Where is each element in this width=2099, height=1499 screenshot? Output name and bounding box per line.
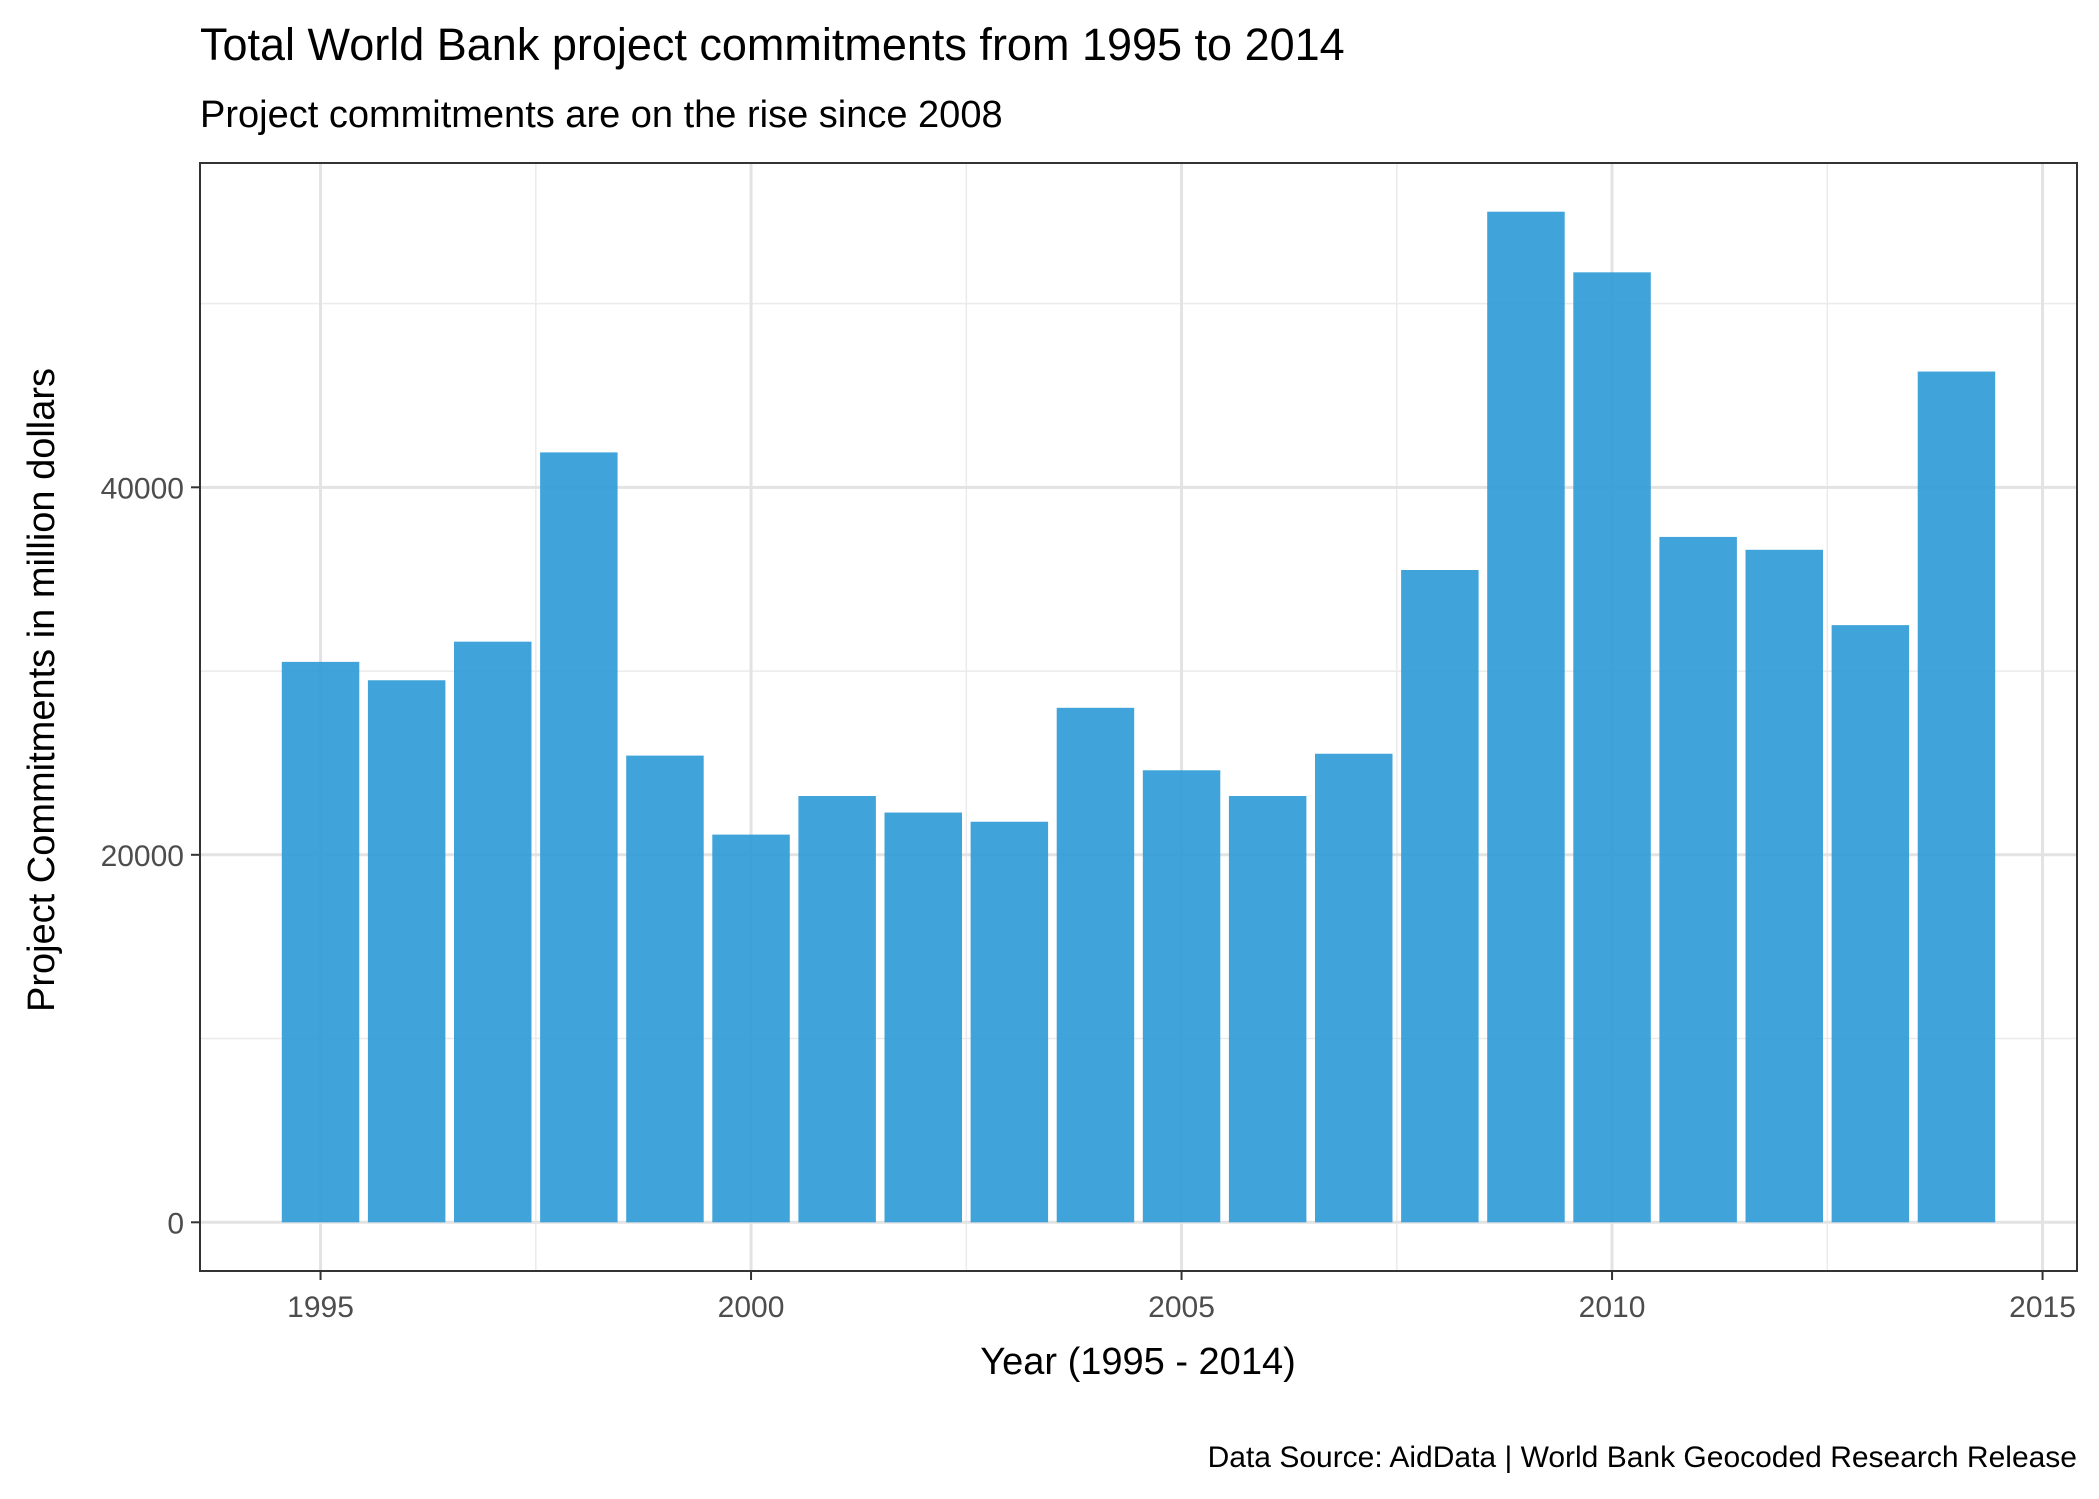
y-tick-label: 40000 [101,472,184,505]
x-tick-label: 2010 [1579,1291,1646,1324]
x-tick-label: 1995 [287,1291,354,1324]
bar-1999 [626,755,704,1223]
x-tick-label: 2015 [2009,1291,2076,1324]
x-tick-label: 2000 [718,1291,785,1324]
x-axis-title: Year (1995 - 2014) [980,1341,1296,1383]
y-axis-title: Project Commitments in million dollars [21,368,63,1012]
bar-2000 [712,834,790,1223]
bar-1995 [281,661,360,1223]
y-tick-label: 20000 [101,840,184,873]
bar-1996 [367,680,446,1223]
plot-panel-border [199,162,2078,1272]
bar-2004 [1056,707,1135,1223]
chart-subtitle: Project commitments are on the rise sinc… [200,94,1003,136]
bar-2012 [1745,549,1824,1223]
bar-2011 [1659,536,1737,1223]
bar-2001 [798,796,876,1223]
y-tick-label: 0 [167,1207,184,1240]
bar-2008 [1401,570,1479,1223]
y-axis: 0 20000 40000 [101,472,200,1240]
chart-title: Total World Bank project commitments fro… [200,19,1345,70]
bar-2013 [1831,625,1910,1223]
bar-2003 [970,821,1049,1223]
bar-2005 [1142,770,1221,1223]
x-tick-label: 2005 [1148,1291,1215,1324]
bar-2014 [1917,371,1996,1223]
bar-2002 [884,812,962,1223]
bar-2007 [1315,753,1393,1223]
bar-2010 [1573,272,1651,1223]
chart-caption: Data Source: AidData | World Bank Geocod… [1208,1441,2077,1474]
bar-2006 [1228,796,1307,1223]
bar-2009 [1487,211,1565,1223]
bar-1997 [453,641,532,1223]
bar-1998 [540,452,618,1223]
x-axis: 1995 2000 2005 2010 2015 [287,1271,2076,1324]
bar-series [281,211,1996,1223]
